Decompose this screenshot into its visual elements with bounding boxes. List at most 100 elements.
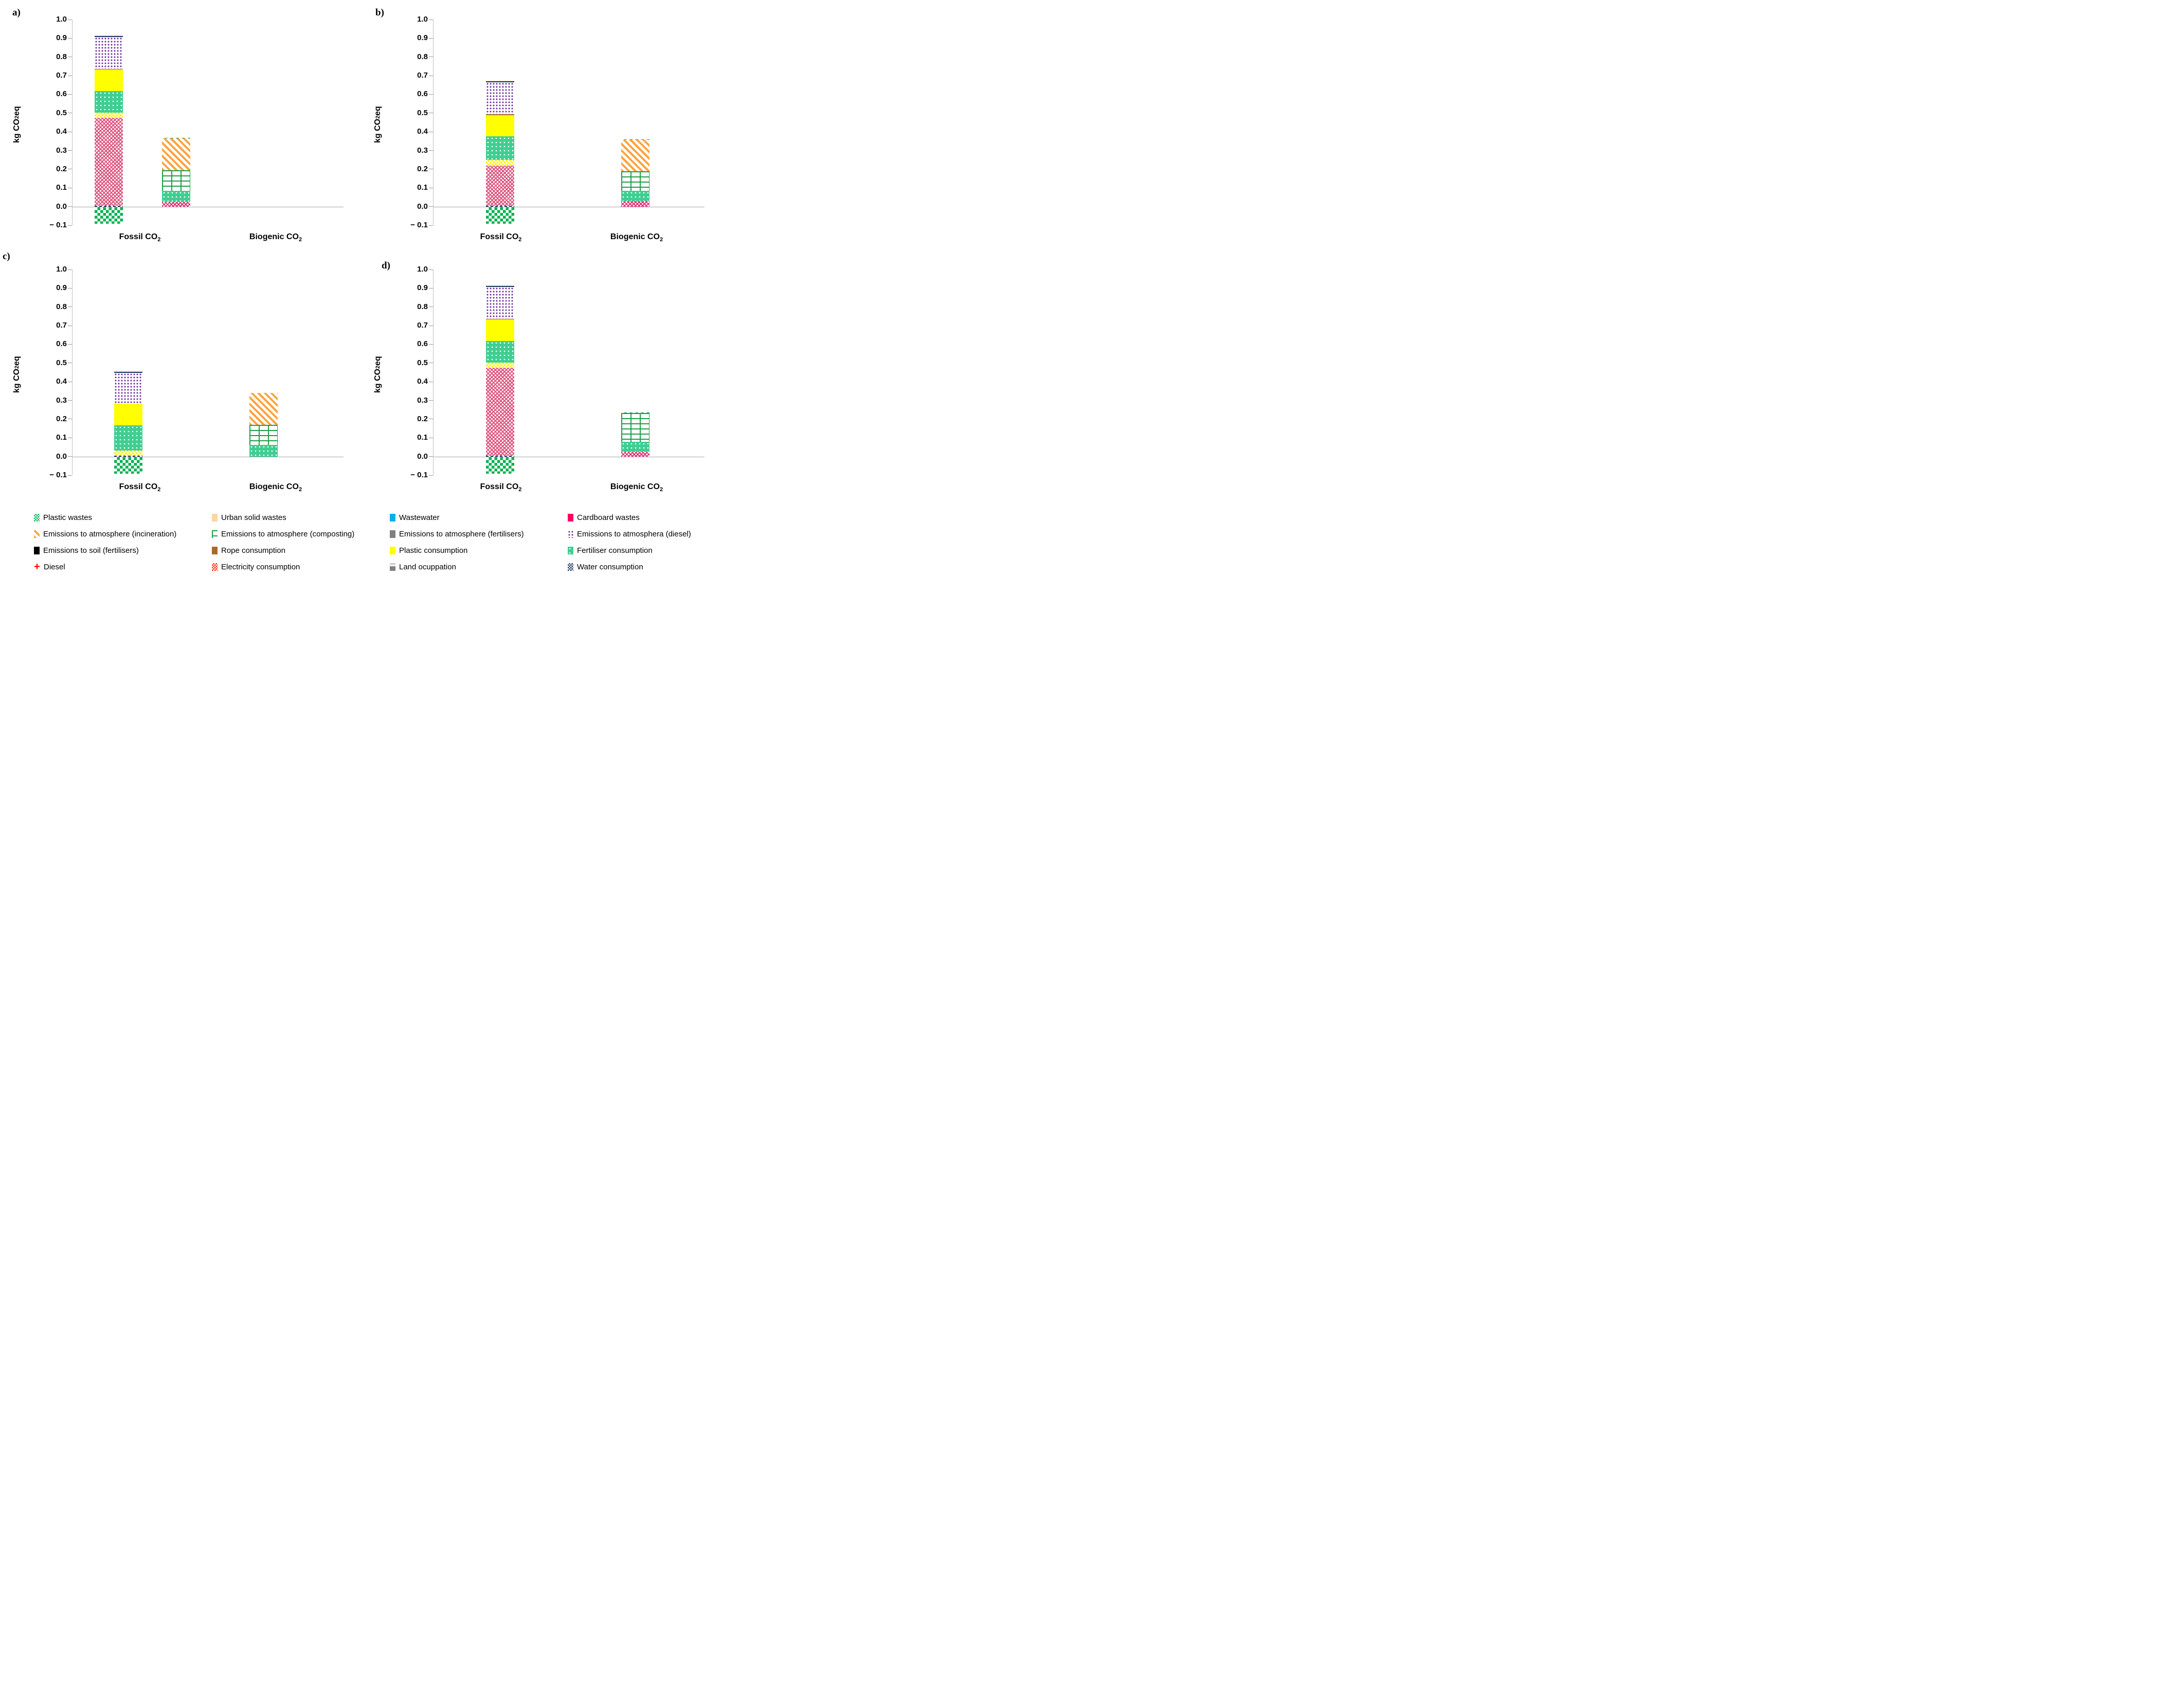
wastewater-icon [390, 514, 395, 522]
y-tick-label: 0.7 [56, 71, 67, 80]
y-tick-label: 0.8 [56, 52, 67, 61]
y-tick-label: 0.7 [417, 71, 428, 80]
plastic-wastes-icon [34, 514, 40, 522]
y-axis-title-sub: 2 [375, 115, 381, 119]
bar-segment-emissions-to-atmosphera-diesel [485, 82, 514, 114]
y-tick-mark [68, 94, 72, 95]
y-tick-label: 1.0 [417, 15, 428, 24]
x-category-label: Fossil CO2 [99, 482, 181, 493]
bar-segment-cardboard-wastes [161, 202, 190, 207]
y-tick-label: 0.6 [56, 339, 67, 349]
y-tick-label: 0.6 [417, 339, 428, 349]
y-axis-title: kg CO 2 eq [373, 313, 383, 436]
legend-label: Electricity consumption [221, 563, 300, 571]
y-tick-label: 0.5 [56, 358, 67, 367]
y-axis-title: kg CO 2 eq [12, 63, 22, 186]
figure-carbon-footprint: a) kg CO 2 eq 1.0 0.9 0.8 0.7 0.6 0.5 0.4 0.3 0.2 0… [0, 0, 722, 572]
chart-legend: Plastic wastes Urban solid wastes Wastewat… [34, 513, 722, 572]
bar-segment-emissions-to-atmosphere-composting [161, 170, 190, 191]
y-tick-label: 0.9 [417, 283, 428, 293]
bar-segment-plastic-consumption [94, 69, 123, 91]
emissions-to-atmosphere-incineration-icon [34, 530, 40, 538]
electricity-consumption-icon [212, 563, 218, 571]
y-tick-mark [68, 206, 72, 207]
y-tick-label: 0.6 [56, 89, 67, 99]
urban-solid-wastes-icon [212, 514, 218, 522]
diesel-icon: + [34, 561, 40, 572]
bar-segment-plastic-consumption [485, 115, 514, 136]
y-axis-title-text: eq [12, 356, 21, 366]
y-tick-label: 0.0 [56, 452, 67, 461]
y-tick-mark [68, 400, 72, 401]
bar-segment-emissions-to-soil-fertilisers [114, 371, 142, 373]
bar-segment-plastic-wastes [94, 207, 123, 224]
y-tick-label: 0.0 [56, 202, 67, 211]
bar-segment-plastic-wastes [485, 207, 514, 224]
bar-segment-fertiliser-consumption [94, 91, 123, 113]
y-tick-label: 0.9 [56, 283, 67, 293]
emissions-to-atmosphere-fertilisers-icon [390, 530, 395, 538]
y-tick-mark [429, 287, 433, 289]
y-tick-mark [429, 206, 433, 207]
legend-item-cardboard-wastes: Cardboard wastes [568, 513, 743, 522]
plot-area-a: 1.0 0.9 0.8 0.7 0.6 0.5 0.4 0.3 0.2 0.1 0.0 − 0.1 Fo… [49, 15, 344, 243]
bar-segment-fertiliser-consumption [114, 425, 142, 451]
y-axis-title-text: kg CO [12, 118, 21, 143]
x-category-sub: 2 [298, 487, 302, 493]
x-category-text: Biogenic CO [249, 482, 299, 491]
x-category-label: Fossil CO2 [99, 232, 181, 243]
y-tick-label: 0.3 [417, 395, 428, 405]
panel-label-d: d) [382, 260, 390, 271]
legend-label: Emissions to atmosphere (composting) [221, 530, 355, 538]
bar-segment-diesel [485, 367, 514, 456]
y-tick-label: 0.1 [417, 433, 428, 442]
y-axis-title-text: kg CO [373, 368, 382, 393]
y-tick-label: 0.2 [417, 414, 428, 423]
y-tick-label: 1.0 [56, 15, 67, 24]
plot-area-c: 1.0 0.9 0.8 0.7 0.6 0.5 0.4 0.3 0.2 0.1 0.0 − 0.1 Fo… [49, 265, 344, 493]
y-tick-label: 1.0 [417, 265, 428, 274]
bar-segment-emissions-to-atmosphera-diesel [485, 286, 514, 319]
chart-panels: a) kg CO 2 eq 1.0 0.9 0.8 0.7 0.6 0.5 0.4 0.3 0.2 0… [0, 1, 722, 501]
y-axis-title-text: kg CO [373, 118, 382, 143]
bar-segment-emissions-to-atmosphere-composting [621, 413, 650, 442]
y-tick-mark [429, 344, 433, 345]
bar-segment-rope-consumption [485, 114, 514, 115]
y-axis-title-sub: 2 [14, 115, 20, 119]
legend-label: Cardboard wastes [577, 513, 640, 522]
bar-segment-fertiliser-consumption [621, 441, 650, 452]
panel-label-b: b) [375, 7, 384, 18]
y-tick-mark [68, 225, 72, 226]
y-tick-label: 0.4 [417, 127, 428, 136]
bar-segment-plastic-consumption [114, 403, 142, 425]
y-tick-mark [68, 269, 72, 270]
y-tick-label: 0.2 [417, 164, 428, 173]
y-tick-label: 0.3 [417, 146, 428, 155]
y-tick-label: − 0.1 [49, 471, 67, 479]
y-tick-mark [429, 456, 433, 457]
emissions-to-atmosphera-diesel-icon [568, 530, 573, 538]
plastic-consumption-icon [390, 547, 395, 554]
panel-label-c: c) [3, 251, 10, 262]
y-tick-label: 0.1 [56, 183, 67, 192]
y-tick-mark [68, 287, 72, 289]
y-tick-label: − 0.1 [410, 471, 428, 479]
x-category-text: Biogenic CO [610, 232, 660, 241]
x-category-text: Fossil CO [119, 482, 158, 491]
x-category-sub: 2 [298, 237, 302, 243]
y-tick-mark [429, 38, 433, 39]
bar-segment-plastic-wastes [621, 412, 650, 413]
x-category-sub: 2 [659, 487, 663, 493]
y-tick-label: 1.0 [56, 265, 67, 274]
bar-segment-fertiliser-consumption [621, 191, 650, 201]
x-category-text: Fossil CO [480, 482, 519, 491]
legend-item-emissions-to-atmosphere-incineration: Emissions to atmosphere (incineration) [34, 530, 212, 538]
x-category-label: Biogenic CO2 [234, 232, 317, 243]
y-tick-label: 0.1 [417, 183, 428, 192]
bar-segment-plastic-wastes [485, 457, 514, 474]
y-tick-label: 0.8 [417, 52, 428, 61]
legend-item-wastewater: Wastewater [390, 513, 568, 522]
emissions-to-atmosphere-composting-icon [212, 530, 218, 538]
bar-segment-fertiliser-consumption [485, 136, 514, 160]
legend-label: Emissions to atmosphere (incineration) [43, 530, 177, 538]
